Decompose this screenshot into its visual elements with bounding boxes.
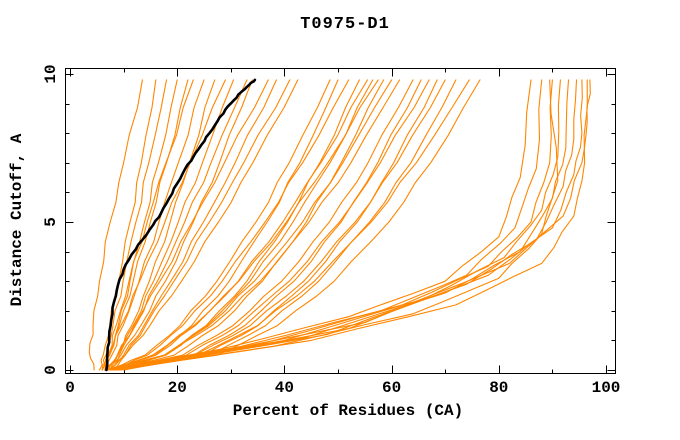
model-curve xyxy=(109,79,277,371)
axis-ticks xyxy=(65,68,616,374)
model-curve xyxy=(117,79,588,371)
model-curve xyxy=(112,79,385,371)
model-curve xyxy=(112,79,350,371)
model-curve xyxy=(120,79,578,371)
model-curve xyxy=(109,79,379,371)
model-curve xyxy=(106,79,299,371)
model-curve xyxy=(109,79,248,371)
model-curve xyxy=(112,79,369,371)
model-curve xyxy=(112,79,532,371)
model-curve xyxy=(115,79,374,371)
model-curve xyxy=(115,79,481,371)
model-curve xyxy=(101,79,168,371)
model-curve xyxy=(106,79,216,371)
model-curve xyxy=(117,79,553,371)
model-curve xyxy=(115,79,430,371)
model-curve xyxy=(106,79,269,371)
model-curve xyxy=(104,79,253,371)
x-tick-label: 80 xyxy=(489,379,509,397)
chart-title: T0975-D1 xyxy=(300,15,390,34)
x-tick-label: 40 xyxy=(274,379,294,397)
model-curve xyxy=(109,79,414,371)
model-curve xyxy=(106,79,401,371)
model-curve xyxy=(109,79,438,371)
x-tick-label: 60 xyxy=(381,379,402,397)
model-curve xyxy=(112,79,446,371)
model-curve xyxy=(115,79,543,371)
model-curve xyxy=(123,79,591,371)
best-model-curve xyxy=(105,78,257,372)
model-curve xyxy=(88,79,143,371)
y-tick-label: 10 xyxy=(42,64,60,84)
x-tick-label: 100 xyxy=(591,379,621,397)
y-tick-label: 5 xyxy=(42,217,60,227)
model-curve xyxy=(123,79,583,371)
x-axis-label: Percent of Residues (CA) xyxy=(232,402,464,420)
x-tick-label: 20 xyxy=(167,379,187,397)
plot-frame xyxy=(65,68,616,374)
y-axis-label: Distance Cutoff, A xyxy=(8,133,26,307)
model-curve xyxy=(106,79,331,371)
model-curve xyxy=(112,79,422,371)
model-curve xyxy=(98,79,157,371)
y-tick-label: 0 xyxy=(42,365,60,375)
x-tick-label: 0 xyxy=(65,379,75,397)
